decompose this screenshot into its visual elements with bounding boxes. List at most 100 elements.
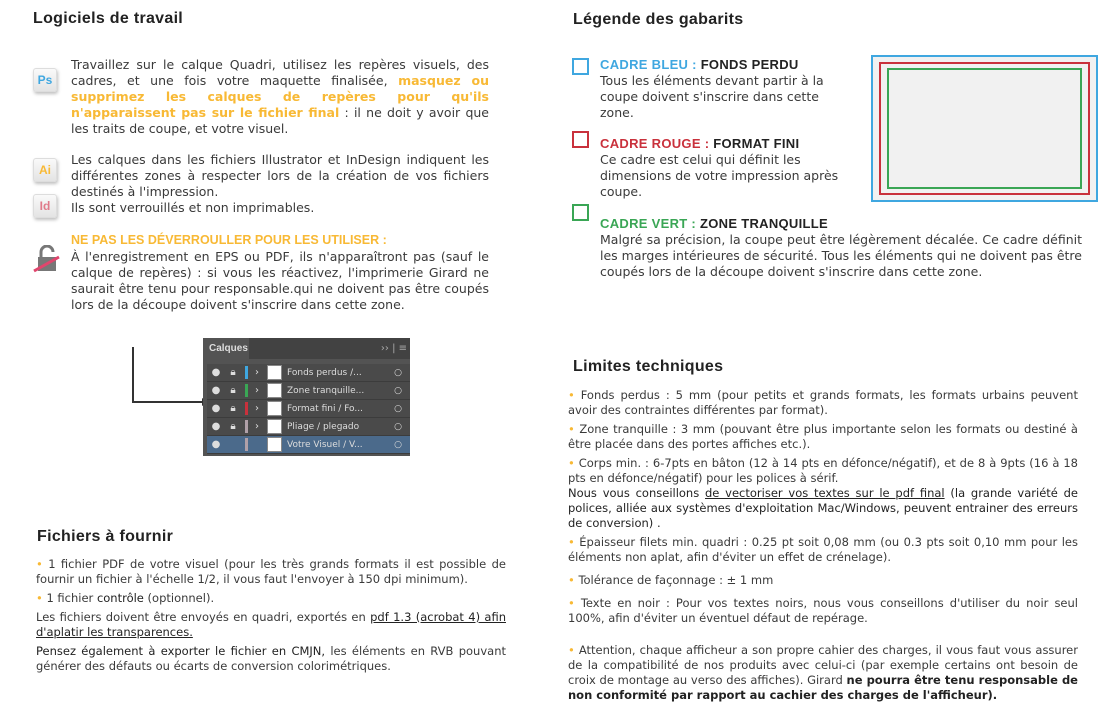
text: (la grande variété de polices, alliée au… (568, 486, 1079, 530)
layer-row[interactable]: ● 🔒︎ › Format fini / Fo... ○ (207, 400, 410, 418)
blue-frame-swatch (572, 58, 589, 75)
layer-row[interactable]: ● Votre Visuel / V... ○ (207, 436, 410, 454)
layer-name[interactable]: Votre Visuel / V... (287, 439, 363, 450)
layer-thumbnail (267, 365, 282, 380)
layer-name[interactable]: Fonds perdus /... (287, 367, 362, 378)
layer-thumbnail (267, 383, 282, 398)
label: FONDS PERDU (700, 57, 799, 72)
text: pdf 1.3 (acrobat 4) afin d'aplatir les t… (36, 610, 506, 639)
chevron-right-icon[interactable]: › (255, 367, 259, 378)
logiciels-paragraph-2: Les calques dans les fichiers Illustrato… (71, 152, 489, 199)
lock-icon[interactable]: 🔒︎ (230, 421, 236, 432)
text: Attention, chaque afficheur a son propre… (568, 643, 1078, 687)
layer-color-bar (245, 384, 248, 397)
layer-row[interactable]: ● 🔒︎ › Zone tranquille... ○ (207, 382, 410, 400)
layers-tab[interactable]: Calques (203, 338, 249, 359)
list-item: • Tolérance de façonnage : ± 1 mm (568, 573, 774, 587)
text: Tolérance de façonnage : ± 1 mm (578, 573, 774, 587)
green-frame-heading: CADRE VERT : ZONE TRANQUILLE (600, 216, 828, 231)
label: CADRE ROUGE : (600, 136, 710, 151)
list-item: • Corps min. : 6-7pts en bâton (12 à 14 … (568, 456, 1078, 485)
layer-thumbnail (267, 419, 282, 434)
text: Corps min. : 6-7pts en bâton (12 à 14 pt… (568, 456, 1078, 485)
green-frame-swatch (572, 204, 589, 221)
red-frame-heading: CADRE ROUGE : FORMAT FINI (600, 136, 799, 151)
label: ZONE TRANQUILLE (699, 216, 828, 231)
text: Travaillez sur le calque Quadri, utilise… (71, 57, 489, 88)
label: CADRE BLEU : (600, 57, 697, 72)
chevron-right-icon[interactable]: › (255, 403, 259, 414)
layers-panel: Calques ›› | ≡ ● 🔒︎ › Fonds perdus /... ○ ● 🔒︎… (203, 338, 410, 456)
blue-frame-heading: CADRE BLEU : FONDS PERDU (600, 57, 799, 72)
section-title-legende: Légende des gabarits (573, 11, 744, 28)
red-frame (879, 62, 1090, 195)
list-item-note: Nous vous conseillons de vectoriser vos … (568, 486, 1078, 531)
target-circle-icon[interactable]: ○ (394, 421, 402, 432)
text: 1 fichier PDF de votre visuel (pour les … (36, 557, 506, 586)
illustrator-icon: Ai (33, 158, 57, 182)
text: de vectoriser vos textes sur le pdf fina… (705, 486, 945, 500)
target-circle-icon[interactable]: ○ (394, 403, 402, 414)
layer-thumbnail (267, 401, 282, 416)
layer-name[interactable]: Pliage / plegado (287, 421, 360, 432)
text: contrôle (96, 591, 144, 605)
section-title-logiciels: Logiciels de travail (33, 10, 184, 27)
layer-color-bar (245, 366, 248, 379)
unlock-forbidden-icon (33, 245, 60, 273)
indesign-icon: Id (33, 194, 57, 218)
fichiers-paragraph-1: Les fichiers doivent être envoyés en qua… (36, 610, 506, 640)
list-item: • Attention, chaque afficheur a son prop… (568, 643, 1078, 702)
layer-name[interactable]: Zone tranquille... (287, 385, 365, 396)
eye-icon[interactable]: ● (211, 421, 221, 432)
text: Pensez également à exporter le fichier e… (36, 644, 326, 658)
lock-icon[interactable]: 🔒︎ (230, 403, 236, 414)
text: Nous vous conseillons (568, 486, 705, 500)
frames-diagram (871, 55, 1098, 202)
warning-title: NE PAS LES DÉVERROULLER POUR LES UTILISE… (71, 233, 387, 247)
target-circle-icon[interactable]: ○ (394, 385, 402, 396)
layer-color-bar (245, 402, 248, 415)
target-circle-icon[interactable]: ○ (394, 367, 402, 378)
label: FORMAT FINI (713, 136, 800, 151)
limites-list: • Fonds perdus : 5 mm (pour petits et gr… (568, 388, 1078, 703)
green-frame-text: Malgré sa précision, la coupe peut être … (600, 232, 1082, 279)
list-item: • Épaisseur filets min. quadri : 0.25 pt… (568, 535, 1078, 564)
text: Zone tranquille : 3 mm (pouvant être plu… (568, 422, 1078, 451)
text: ne pourra être tenu responsable de non c… (568, 673, 1078, 702)
eye-icon[interactable]: ● (211, 385, 221, 396)
text: Épaisseur filets min. quadri : 0.25 pt s… (568, 535, 1078, 564)
chevron-right-icon[interactable]: › (255, 421, 259, 432)
list-item: • Zone tranquille : 3 mm (pouvant être p… (568, 422, 1078, 451)
layer-name[interactable]: Format fini / Fo... (287, 403, 363, 414)
list-item: • Texte en noir : Pour vos textes noirs,… (568, 596, 1078, 625)
highlight-text: masquez ou supprimez les calques de repè… (71, 73, 489, 120)
fichiers-bullet-1: • 1 fichier PDF de votre visuel (pour le… (36, 557, 506, 586)
blue-frame-text: Tous les éléments devant partir à la cou… (600, 73, 824, 120)
text: les éléments en RVB pouvant générer des … (36, 644, 506, 673)
eye-icon[interactable]: ● (211, 439, 221, 450)
chevron-right-icon[interactable]: › (255, 385, 259, 396)
red-frame-text: Ce cadre est celui qui définit les dimen… (600, 152, 839, 199)
eye-icon[interactable]: ● (211, 403, 221, 414)
photoshop-icon: Ps (33, 68, 57, 92)
label: CADRE VERT : (600, 216, 697, 231)
text: 1 fichier (46, 591, 97, 605)
warning-text: À l'enregistrement en EPS ou PDF, ils n'… (71, 249, 489, 312)
layer-color-bar (245, 438, 248, 451)
list-item: • Fonds perdus : 5 mm (pour petits et gr… (568, 388, 1078, 417)
fichiers-bullet-2: • 1 fichier contrôle (optionnel). (36, 591, 215, 605)
eye-icon[interactable]: ● (211, 367, 221, 378)
red-frame-swatch (572, 131, 589, 148)
layer-thumbnail (267, 437, 282, 452)
section-title-limites: Limites techniques (573, 358, 724, 375)
target-circle-icon[interactable]: ○ (394, 439, 402, 450)
lock-icon[interactable]: 🔒︎ (230, 385, 236, 396)
panel-menu-icon[interactable]: ›› | ≡ (380, 343, 407, 354)
fichiers-paragraph-2: Pensez également à exporter le fichier e… (36, 644, 506, 674)
lock-icon[interactable]: 🔒︎ (230, 367, 236, 378)
text: Texte en noir : Pour vos textes noirs, n… (568, 596, 1078, 625)
layer-row[interactable]: ● 🔒︎ › Pliage / plegado ○ (207, 418, 410, 436)
layer-row[interactable]: ● 🔒︎ › Fonds perdus /... ○ (207, 364, 410, 382)
logiciels-paragraph-3: Ils sont verrouillés et non imprimables. (71, 200, 315, 215)
layer-color-bar (245, 420, 248, 433)
